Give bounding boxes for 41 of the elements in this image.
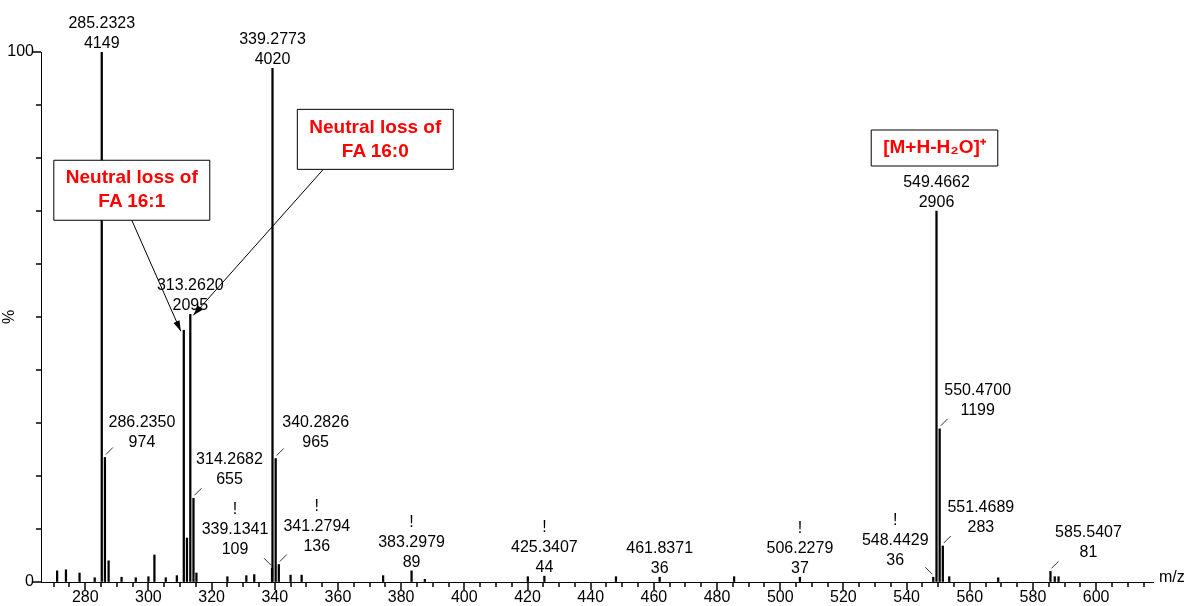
x-tick-label: 500 <box>766 588 794 606</box>
x-tick-label: 420 <box>514 588 541 606</box>
annotation: ! 341.2794 136 <box>283 496 351 554</box>
annotation: 549.4662 2906 <box>903 173 970 210</box>
annotation: ! 548.4429 36 <box>861 511 929 569</box>
annotation: 551.4689 283 <box>947 497 1015 535</box>
annotation: ! 506.2279 37 <box>766 519 834 577</box>
x-tick-label: 380 <box>387 588 415 606</box>
x-tick-label: 340 <box>261 588 289 606</box>
annotation: 286.2350 974 <box>108 413 176 451</box>
annotation: [M+H-H₂O]⁺ <box>883 136 987 158</box>
y-tick-label: 100 <box>7 42 35 60</box>
x-tick-label: 440 <box>577 588 605 606</box>
x-tick-label: 600 <box>1082 588 1110 606</box>
annotation: 285.2323 4149 <box>68 14 136 51</box>
annotation: 461.8371 36 <box>626 539 694 577</box>
y-tick-label: 0 <box>25 572 35 590</box>
annotation: 314.2682 655 <box>196 450 263 488</box>
y-axis-title: % <box>0 309 18 325</box>
annotation: 340.2826 965 <box>282 412 350 450</box>
x-tick-label: 320 <box>198 588 226 606</box>
x-tick-label: 540 <box>893 588 921 606</box>
x-axis-title: m/z <box>1159 568 1185 586</box>
x-tick-label: 400 <box>450 588 478 606</box>
x-tick-label: 520 <box>830 588 857 606</box>
x-tick-label: 460 <box>640 588 668 606</box>
annotation: ! 383.2979 89 <box>378 512 446 570</box>
annotation: Neutral loss of FA 16:0 <box>309 115 442 161</box>
x-tick-label: 560 <box>956 588 984 606</box>
x-tick-label: 360 <box>324 588 352 606</box>
annotation: 313.2620 2095 <box>156 276 224 314</box>
annotation: 339.2773 4020 <box>239 30 306 68</box>
x-tick-label: 480 <box>703 588 731 606</box>
x-tick-label: 580 <box>1019 588 1047 606</box>
annotation: 550.4700 1199 <box>944 380 1012 418</box>
x-tick-label: 300 <box>135 588 162 606</box>
annotation: Neutral loss of FA 16:1 <box>65 166 199 212</box>
annotation: ! 425.3407 44 <box>511 518 578 576</box>
x-tick-label: 280 <box>71 588 99 606</box>
annotation: 585.5407 81 <box>1055 523 1122 561</box>
annotation: ! 339.1341 109 <box>201 500 269 558</box>
